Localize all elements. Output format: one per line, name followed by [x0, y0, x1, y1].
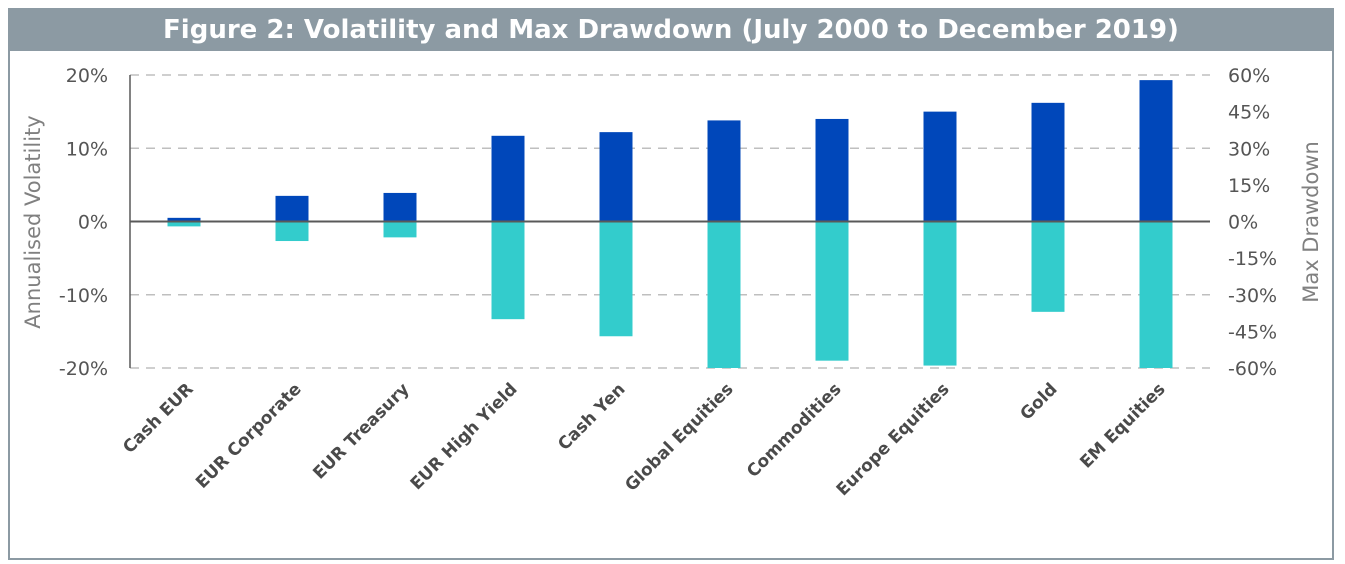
category-label: Cash Yen [554, 379, 629, 454]
right-tick-labels: 60% 45% 30% 15% 0% -15% -30% -45% -60% [1228, 65, 1277, 380]
grid-layer [130, 74, 1210, 369]
category-label: Gold [1017, 379, 1062, 424]
left-tick-label: 10% [66, 138, 108, 160]
right-tick-label: 15% [1228, 175, 1270, 197]
volatility-bar [1139, 80, 1173, 222]
category-label: Cash EUR [119, 379, 197, 457]
right-tick-label: -60% [1228, 358, 1277, 380]
volatility-bar [383, 192, 417, 222]
right-tick-label: 30% [1228, 138, 1270, 160]
right-tick-label: 0% [1228, 212, 1258, 234]
drawdown-bar [923, 221, 957, 366]
category-label: Europe Equities [833, 379, 954, 500]
category-label: EUR Treasury [309, 379, 413, 483]
left-tick-label: -10% [59, 285, 108, 307]
chart-title: Figure 2: Volatility and Max Drawdown (J… [163, 14, 1179, 45]
drawdown-bar [815, 221, 849, 361]
drawdown-bar [491, 221, 525, 320]
chart-title-bar: Figure 2: Volatility and Max Drawdown (J… [8, 8, 1334, 51]
volatility-bar [1031, 102, 1065, 222]
category-label: EM Equities [1076, 379, 1169, 472]
category-label: EUR Corporate [192, 379, 305, 492]
drawdown-bar [383, 221, 417, 238]
volatility-bar [167, 217, 201, 222]
left-tick-label: 0% [78, 212, 108, 234]
right-tick-label: -30% [1228, 285, 1277, 307]
bars-layer [167, 80, 1173, 368]
y-axis-label: Annualised Volatility [21, 115, 45, 328]
drawdown-bar [275, 221, 309, 242]
volatility-bar [923, 111, 957, 222]
volatility-bar [275, 195, 309, 222]
volatility-bar [491, 135, 525, 222]
right-tick-label: 45% [1228, 102, 1270, 124]
left-tick-label: -20% [59, 358, 108, 380]
right-tick-label: -45% [1228, 321, 1277, 343]
drawdown-bar [1139, 221, 1173, 368]
y2-axis-label: Max Drawdown [1299, 141, 1323, 303]
volatility-bar [815, 118, 849, 222]
drawdown-bar [1031, 221, 1065, 312]
volatility-bar [707, 120, 741, 222]
drawdown-bar [599, 221, 633, 337]
left-tick-labels: 20% 10% 0% -10% -20% [59, 65, 108, 380]
drawdown-bar [167, 221, 201, 227]
volatility-bar [599, 132, 633, 222]
category-label: Global Equities [621, 379, 737, 495]
chart-frame [8, 8, 1334, 560]
right-tick-label: -15% [1228, 248, 1277, 270]
drawdown-bar [707, 221, 741, 368]
right-tick-label: 60% [1228, 65, 1270, 87]
axis-layer [129, 75, 1210, 368]
category-label: EUR High Yield [407, 379, 522, 494]
category-label: Commodities [743, 379, 845, 481]
left-tick-label: 20% [66, 65, 108, 87]
